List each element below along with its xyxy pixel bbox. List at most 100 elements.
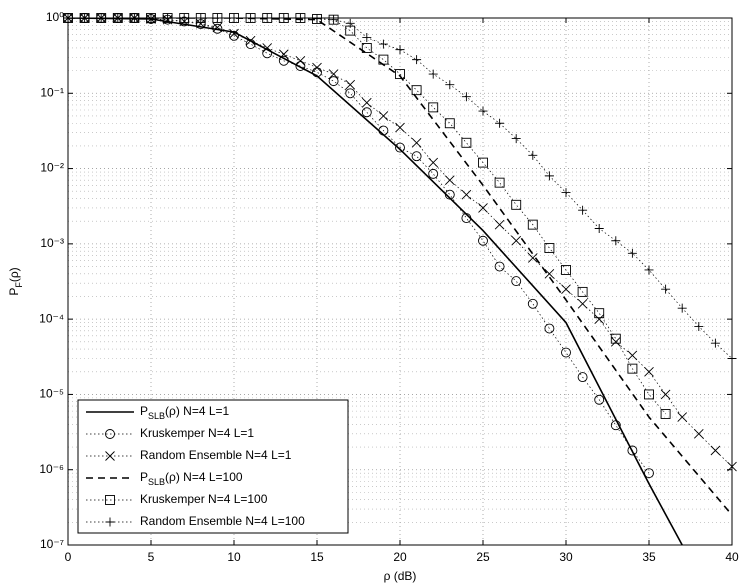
marker-plus [594,223,604,233]
marker-square [461,137,472,148]
marker-x [644,366,654,377]
marker-plus [694,321,704,331]
text-part: P [7,288,21,296]
y-tick-label: 10⁻⁶ [39,462,64,476]
marker-plus [528,150,538,160]
marker-square [428,102,439,113]
marker-circle [428,168,439,179]
marker-square [511,199,522,210]
marker-plus [727,354,737,364]
marker-plus [96,13,106,23]
marker-circle [378,125,389,136]
marker-plus [378,39,388,49]
marker-plus [212,13,222,23]
y-tick-label: 10⁻⁷ [40,537,64,551]
marker-plus [561,188,571,198]
marker-plus [611,236,621,246]
y-tick-label: 10⁻⁴ [39,311,64,325]
marker-square [494,177,505,188]
marker-plus [661,284,671,294]
x-axis-label: ρ (dB) [384,569,417,583]
marker-circle [411,151,422,162]
marker-plus [146,13,156,23]
series-line [68,18,732,516]
legend-label: Random Ensemble N=4 L=100 [140,514,305,528]
marker-circle [644,468,654,479]
marker-circle [478,235,488,246]
legend-label: PSLB(ρ) N=4 L=1 [140,404,230,421]
marker-square [577,286,588,297]
marker-circle [105,429,115,439]
marker-x [245,35,256,46]
marker-circle [527,298,538,309]
text-part: P [140,404,148,418]
marker-plus [229,13,239,23]
x-tick-label: 10 [227,550,241,564]
x-tick-label: 5 [148,550,155,564]
marker-x [627,350,638,361]
marker-x [345,79,356,90]
marker-square [527,219,538,230]
x-tick-label: 25 [476,550,490,564]
marker-x [561,284,571,295]
marker-square [594,308,605,319]
x-tick-label: 0 [65,550,72,564]
marker-circle [627,445,638,456]
marker-plus [196,13,206,23]
legend-label: PSLB(ρ) N=4 L=100 [140,470,243,487]
marker-plus [627,248,637,258]
marker-circle [245,39,256,50]
marker-x [677,412,688,422]
y-tick-label: 10⁻³ [40,236,64,250]
marker-plus [710,338,720,348]
marker-plus [279,13,289,23]
marker-circle [444,189,455,200]
marker-plus [345,18,355,28]
marker-circle [610,420,621,431]
marker-square [478,157,488,168]
subscript: SLB [148,411,165,421]
marker-x [461,189,472,200]
marker-plus [428,69,438,79]
marker-x [295,55,306,66]
marker-plus [395,45,405,55]
legend-label: Kruskemper N=4 L=1 [140,426,254,440]
y-axis-label: PF(ρ) [7,267,24,295]
subscript: SLB [148,477,165,487]
marker-x [229,28,239,39]
marker-circle [561,347,571,358]
marker-plus [329,15,339,25]
marker-circle [461,213,472,224]
marker-square [444,118,455,129]
marker-x [411,137,422,148]
marker-plus [163,13,173,23]
marker-plus [644,265,654,275]
marker-circle [295,61,306,72]
marker-x [511,235,522,246]
marker-x [105,451,115,461]
marker-circle [577,372,588,383]
marker-plus [63,13,73,23]
text-part: (ρ) N=4 L=100 [165,470,243,484]
legend-label: Random Ensemble N=4 L=1 [140,448,292,462]
marker-circle [328,76,339,87]
series-line [68,18,666,415]
marker-plus [461,92,471,102]
legend-label: Kruskemper N=4 L=100 [140,492,268,506]
marker-x [577,298,588,309]
x-tick-label: 40 [725,550,739,564]
marker-x [361,97,372,108]
marker-circle [494,261,505,272]
marker-plus [677,303,687,313]
marker-x [660,389,671,400]
marker-x [312,62,322,73]
y-tick-label: 10⁻² [40,161,64,175]
marker-square [561,265,571,275]
text-part: P [140,470,148,484]
marker-square [660,409,671,419]
marker-square [411,85,422,96]
text-part: Random Ensemble N=4 L=1 [140,448,292,462]
y-tick-label: 10⁻⁵ [39,387,64,401]
marker-circle [511,276,522,287]
